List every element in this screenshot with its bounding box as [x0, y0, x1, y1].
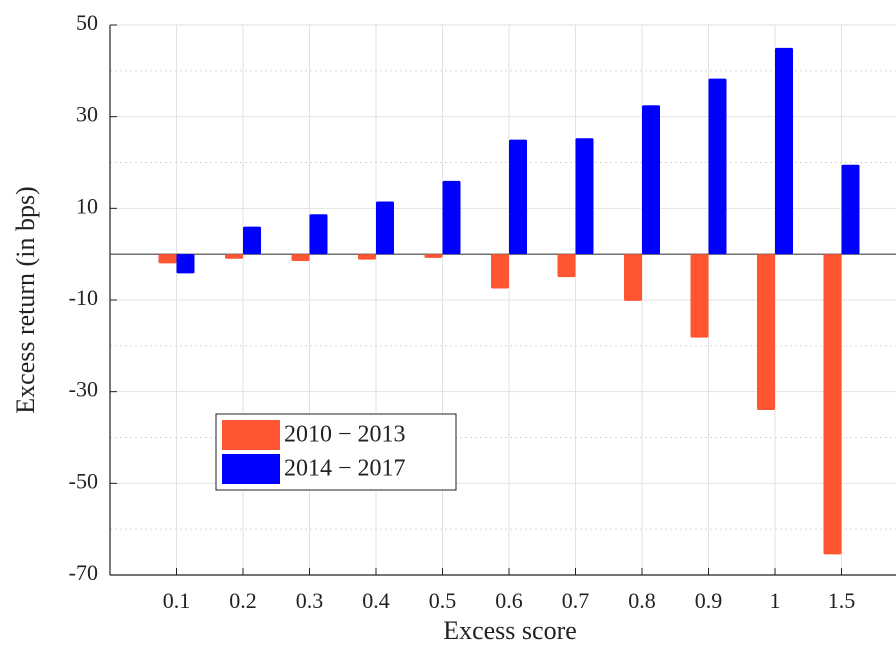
- bar: [424, 254, 443, 258]
- x-tick-label: 0.2: [229, 588, 257, 613]
- y-tick-label: -50: [69, 468, 98, 493]
- y-tick-label: 10: [76, 193, 98, 218]
- bar: [243, 226, 261, 255]
- bar: [158, 254, 177, 264]
- x-tick-label: 1: [770, 588, 781, 613]
- x-tick-label: 0.5: [429, 588, 457, 613]
- bar: [775, 47, 793, 255]
- y-tick-label: -70: [69, 560, 98, 585]
- bar: [376, 201, 394, 255]
- bar: [757, 254, 775, 410]
- x-tick-label: 0.6: [495, 588, 523, 613]
- bar: [291, 254, 310, 262]
- bar: [358, 254, 376, 260]
- legend-swatch: [222, 454, 280, 484]
- bar: [624, 254, 642, 301]
- bar: [509, 139, 527, 255]
- y-tick-label: -10: [69, 285, 98, 310]
- legend-swatch: [222, 420, 280, 450]
- x-tick-label: 0.4: [362, 588, 390, 613]
- bar: [225, 254, 243, 259]
- bar: [708, 78, 727, 255]
- y-tick-label: -30: [69, 377, 98, 402]
- x-tick-label: 0.8: [628, 588, 656, 613]
- x-tick-label: 0.9: [695, 588, 723, 613]
- legend-label: 2010 − 2013: [284, 422, 406, 448]
- x-tick-label: 0.1: [163, 588, 191, 613]
- bar: [557, 254, 576, 278]
- bar: [491, 254, 509, 289]
- y-tick-label: 30: [76, 102, 98, 127]
- x-tick-label: 0.3: [296, 588, 324, 613]
- y-axis-label: Excess return (in bps): [11, 186, 40, 413]
- legend-label: 2014 − 2017: [284, 456, 406, 482]
- y-tick-label: 50: [76, 10, 98, 35]
- legend: 2010 − 2013 2014 − 2017: [215, 413, 457, 491]
- bar: [841, 164, 860, 255]
- x-tick-label: 0.7: [562, 588, 590, 613]
- bar: [176, 254, 195, 274]
- bar: [575, 138, 594, 255]
- x-tick-label: 1.5: [828, 588, 856, 613]
- x-axis-label: Excess score: [443, 616, 577, 645]
- bar: [823, 254, 842, 555]
- bar: [690, 254, 709, 338]
- bar: [642, 105, 660, 255]
- bar: [309, 214, 328, 255]
- bar: [442, 180, 461, 255]
